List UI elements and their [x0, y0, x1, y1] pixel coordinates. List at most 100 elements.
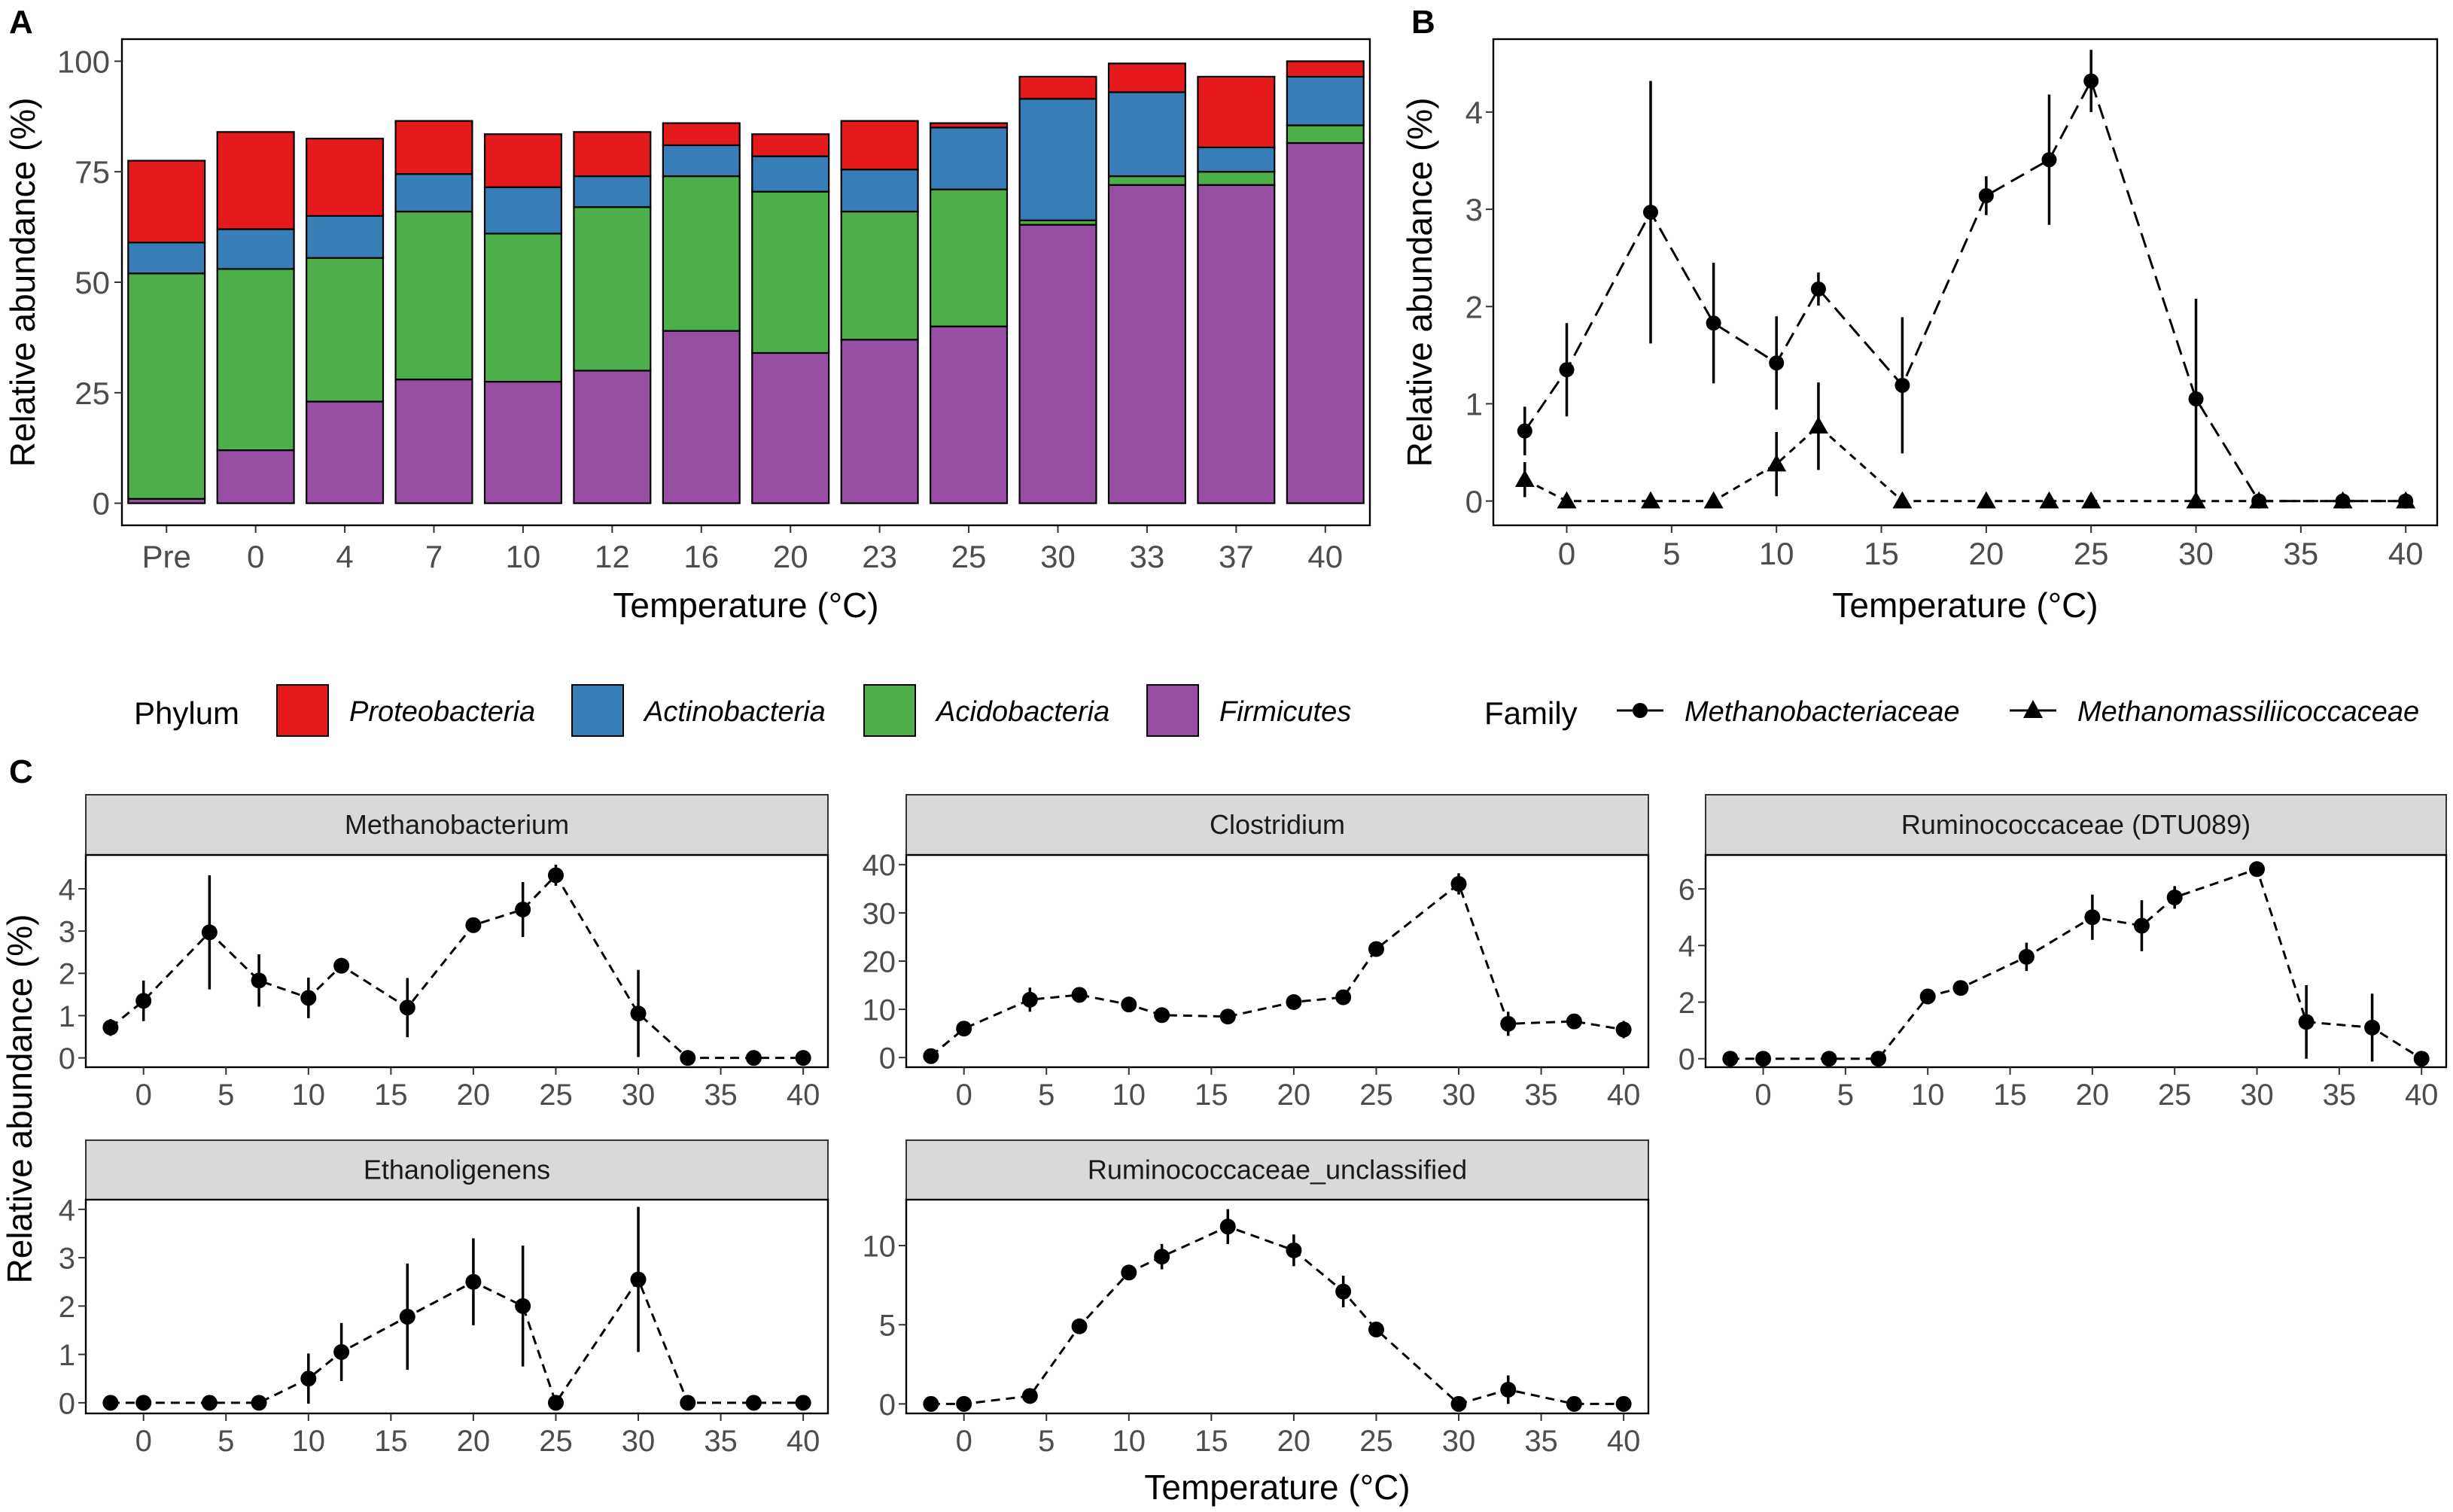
legend-swatch-actinobacteria: [571, 684, 624, 737]
facet-ruminococcaceae-dtu089-y-tick-label-0: 0: [1678, 1043, 1695, 1076]
facet-ruminococcaceae-dtu089-point-ruminococcaceae-dtu089-37: [2364, 1019, 2381, 1036]
facet-ethanoligenens-x-tick-label-15: 15: [374, 1425, 408, 1458]
bar-actinobacteria-pre: [127, 242, 206, 275]
panel-b-point-methanomassiliicoccaceae-30: [2186, 491, 2206, 509]
panel-b-point-methanomassiliicoccaceae-33: [2249, 491, 2269, 509]
facet-methanobacterium-point-methanobacterium--2: [102, 1019, 119, 1036]
bar-acidobacteria-pre: [127, 272, 206, 500]
facet-methanobacterium-point-methanobacterium-33: [680, 1050, 696, 1066]
facet-strip-ethanoligenens: [85, 1139, 829, 1200]
bar-acidobacteria-40: [1286, 124, 1365, 145]
facet-ruminococcaceae-unclassified-x-tick-label-40: 40: [1607, 1425, 1641, 1458]
facet-ruminococcaceae-dtu089-y-tick-label-2: 2: [1678, 987, 1695, 1020]
facet-ethanoligenens-y-tick-label-2: 2: [59, 1291, 75, 1324]
panel-b-point-methanomassiliicoccaceae-7: [1703, 491, 1724, 509]
facet-clostridium-point-clostridium-7: [1071, 987, 1088, 1003]
facet-clostridium-plot-frame: [905, 853, 1650, 1069]
facet-ruminococcaceae-dtu089-x-tick-label-15: 15: [1993, 1078, 2027, 1112]
panel-label-a: A: [9, 4, 33, 41]
facet-methanobacterium-line-methanobacterium: [109, 873, 804, 1060]
facet-ruminococcaceae-unclassified-x-tick-label-5: 5: [1038, 1425, 1055, 1458]
bar-acidobacteria-12: [573, 206, 652, 372]
x-tick-label-a-20: 20: [773, 539, 808, 574]
facet-ruminococcaceae-unclassified-point-ruminococcaceae-unclassified-30: [1450, 1395, 1467, 1412]
facet-methanobacterium-y-tick-label-1: 1: [59, 1000, 75, 1033]
bar-firmicutes-20: [751, 351, 830, 504]
facet-ruminococcaceae-unclassified-x-tick-label-0: 0: [956, 1425, 972, 1458]
panel-b-line-methanobacteriaceae: [1523, 78, 2406, 503]
facet-methanobacterium-x-tick-label-35: 35: [704, 1078, 738, 1112]
facet-methanobacterium-plot-frame: [84, 853, 829, 1069]
bar-actinobacteria-40: [1286, 75, 1365, 126]
facet-clostridium-point-clostridium-23: [1335, 989, 1352, 1005]
panel-b-point-methanobacteriaceae-23: [2041, 152, 2057, 168]
facet-methanobacterium-x-tick-label-15: 15: [374, 1078, 408, 1112]
facet-strip-clostridium: [905, 794, 1649, 856]
panel-b-x-tick-label-25: 25: [2074, 536, 2109, 571]
bar-firmicutes-40: [1286, 141, 1365, 504]
facet-ethanoligenens-point-ethanoligenens-0: [135, 1395, 152, 1411]
facet-ruminococcaceae-unclassified-x-tick-label-35: 35: [1524, 1425, 1558, 1458]
bar-actinobacteria-23: [840, 169, 919, 213]
bar-proteobacteria-37: [1197, 75, 1276, 148]
legend-label-actinobacteria: Actinobacteria: [643, 696, 826, 728]
panel-label-b: B: [1411, 4, 1435, 41]
bar-proteobacteria-7: [394, 120, 473, 175]
bar-acidobacteria-37: [1197, 171, 1276, 186]
legend-label-acidobacteria: Acidobacteria: [935, 696, 1109, 728]
bar-proteobacteria-12: [573, 131, 652, 178]
legend-family: Family Methanobacteriaceae Methanomassil…: [1484, 695, 2419, 731]
facet-title-ruminococcaceae-dtu089: Ruminococcaceae (DTU089): [1901, 809, 2251, 840]
bar-actinobacteria-4: [306, 214, 385, 259]
x-tick-label-a-40: 40: [1307, 539, 1343, 574]
facet-ruminococcaceae-unclassified: Ruminococcaceae_unclassified 0 5 10 15 20 25 30…: [863, 1139, 1650, 1458]
panel-b-point-methanobacteriaceae-25: [2083, 73, 2099, 89]
facet-methanobacterium-y-tick-label-2: 2: [59, 958, 75, 991]
panel-b-point-methanomassiliicoccaceae-0: [1557, 491, 1577, 509]
facet-ruminococcaceae-dtu089-x-tick-label-20: 20: [2076, 1078, 2110, 1112]
facet-methanobacterium-point-methanobacterium-37: [745, 1050, 762, 1066]
x-tick-label-a-4: 4: [336, 539, 353, 574]
y-tick-label-a-75: 75: [75, 154, 110, 190]
facet-clostridium-x-tick-label-15: 15: [1195, 1078, 1228, 1112]
facet-ethanoligenens-y-tick-label-0: 0: [59, 1387, 75, 1420]
legend-swatch-acidobacteria: [863, 684, 916, 737]
y-axis-title-b: Relative abundance (%): [1400, 98, 1439, 467]
facet-ethanoligenens-point-ethanoligenens-25: [547, 1395, 564, 1411]
x-axis-title-c: Temperature (°C): [1144, 1468, 1410, 1507]
panel-b-x-tick-label-40: 40: [2388, 536, 2424, 571]
facet-ruminococcaceae-dtu089-point-ruminococcaceae-dtu089-16: [2018, 948, 2035, 965]
legend-label-proteobacteria: Proteobacteria: [349, 696, 535, 728]
panel-b-point-methanobacteriaceae-10: [1769, 355, 1785, 371]
facet-title-methanobacterium: Methanobacterium: [345, 809, 569, 840]
facet-ethanoligenens-x-tick-label-30: 30: [622, 1425, 656, 1458]
bar-actinobacteria-37: [1197, 146, 1276, 173]
x-tick-label-a-25: 25: [951, 539, 987, 574]
y-tick-label-a-50: 50: [75, 265, 110, 300]
panel-b-y-tick-label-1: 1: [1465, 387, 1483, 422]
facet-ruminococcaceae-dtu089-point-ruminococcaceae-dtu089-12: [1952, 980, 1969, 996]
panel-b-x-tick-label-20: 20: [1969, 536, 2004, 571]
panel-b-point-methanobacteriaceae-20: [1978, 188, 1994, 204]
facet-ruminococcaceae-unclassified-y-tick-label-0: 0: [879, 1389, 896, 1422]
facet-ruminococcaceae-dtu089-y-tick-label-4: 4: [1678, 930, 1695, 963]
bar-proteobacteria-25: [930, 122, 1009, 129]
facet-ruminococcaceae-dtu089-y-tick-label-6: 6: [1678, 874, 1695, 907]
facet-ruminococcaceae-dtu089-point-ruminococcaceae-dtu089-4: [1821, 1051, 1837, 1067]
facet-ethanoligenens-x-tick-label-5: 5: [218, 1425, 234, 1458]
facet-clostridium: Clostridium 0 5 10 15 20 25 30 35 40 0 10 20 30 40: [863, 794, 1650, 1112]
facet-clostridium-y-tick-label-40: 40: [863, 849, 896, 882]
facet-strip-ruminococcaceae-dtu089: [1705, 794, 2447, 856]
panel-b-point-methanobacteriaceae-30: [2188, 391, 2204, 407]
x-tick-label-a-16: 16: [683, 539, 719, 574]
facet-ethanoligenens-point-ethanoligenens-7: [251, 1395, 267, 1411]
facet-ruminococcaceae-dtu089-point-ruminococcaceae-dtu089-40: [2413, 1051, 2430, 1067]
bar-firmicutes-7: [394, 379, 473, 504]
facet-ethanoligenens-point-ethanoligenens-23: [515, 1298, 531, 1314]
facet-clostridium-point-clostridium-25: [1368, 941, 1384, 957]
facet-clostridium-point-clostridium-40: [1615, 1021, 1632, 1038]
facet-ruminococcaceae-dtu089-point-ruminococcaceae-dtu089-25: [2166, 889, 2183, 905]
facet-ruminococcaceae-unclassified-point-ruminococcaceae-unclassified-23: [1335, 1283, 1352, 1300]
facet-ruminococcaceae-dtu089-point-ruminococcaceae-dtu089-0: [1755, 1051, 1772, 1067]
facet-ethanoligenens-point-ethanoligenens-20: [465, 1273, 482, 1290]
